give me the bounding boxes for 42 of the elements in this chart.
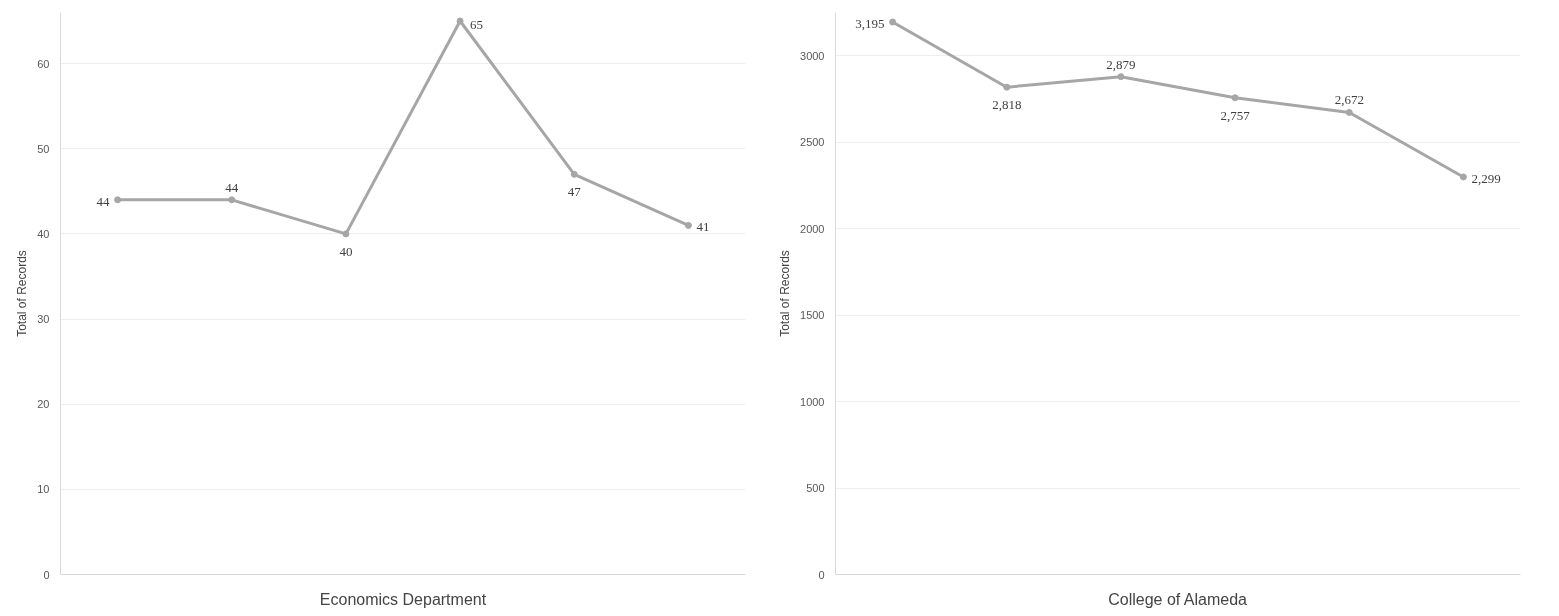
- data-label: 3,195: [855, 16, 885, 32]
- y-tick-label: 10: [37, 483, 50, 496]
- data-label: 44: [96, 193, 111, 209]
- point: [1003, 83, 1011, 91]
- y-tick-label: 2500: [800, 136, 825, 149]
- data-label: 47: [567, 184, 582, 200]
- point: [889, 18, 897, 26]
- data-label: 2,818: [992, 97, 1022, 113]
- data-label: 41: [696, 219, 710, 235]
- point: [1345, 108, 1353, 116]
- data-label: 2,299: [1471, 170, 1501, 186]
- point: [1231, 94, 1239, 102]
- y-tick-label: 60: [37, 57, 50, 70]
- point: [1117, 73, 1125, 81]
- y-tick-label: 1500: [800, 309, 825, 322]
- point: [114, 196, 122, 204]
- point: [456, 17, 464, 25]
- point: [570, 170, 578, 178]
- y-tick-label: 50: [37, 142, 50, 155]
- y-tick-label: 500: [806, 482, 825, 495]
- y-tick-label: 3000: [800, 49, 825, 62]
- y-tick-label: 30: [37, 313, 50, 326]
- y-tick-label: 1000: [800, 395, 825, 408]
- y-tick-label: 2000: [800, 222, 825, 235]
- y-tick-label: 0: [818, 568, 825, 581]
- y-tick-label: 20: [37, 398, 50, 411]
- data-label: 2,757: [1220, 107, 1251, 123]
- data-label: 2,672: [1334, 92, 1364, 108]
- point: [1459, 173, 1467, 181]
- y-tick-label: 0: [43, 568, 50, 581]
- y-tick-label: 40: [37, 227, 50, 240]
- point: [342, 230, 350, 238]
- x-axis-title: College of Alameda: [1108, 590, 1248, 608]
- data-label: 2,879: [1106, 56, 1136, 72]
- data-label: 65: [470, 17, 484, 33]
- point: [684, 221, 692, 229]
- y-axis-title: Total of Records: [778, 250, 793, 337]
- x-axis-title: Economics Department: [319, 590, 487, 608]
- data-label: 40: [339, 243, 353, 259]
- y-axis-title: Total of Records: [15, 250, 30, 337]
- point: [228, 196, 236, 204]
- data-label: 44: [225, 179, 239, 195]
